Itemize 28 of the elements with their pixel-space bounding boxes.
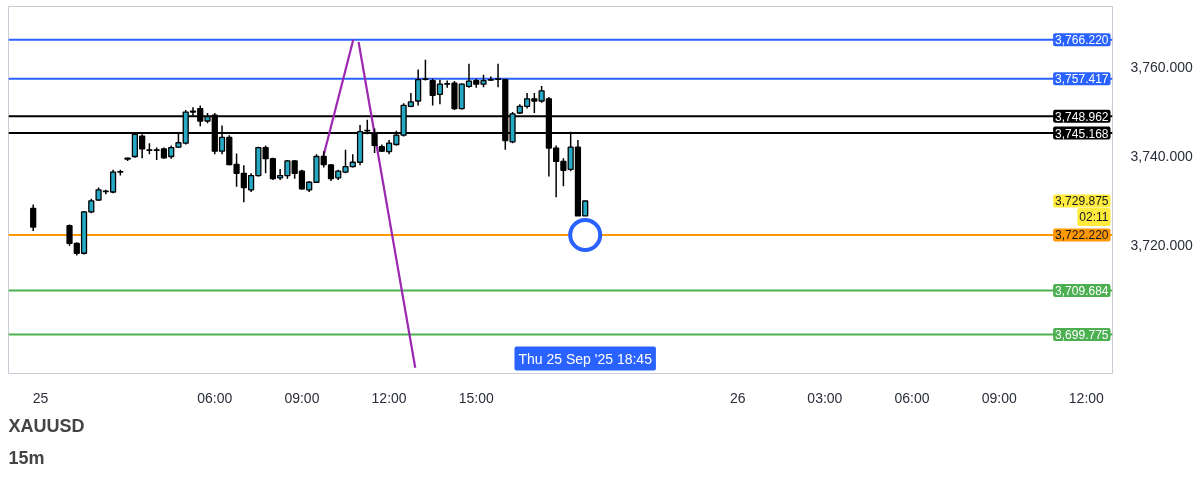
x-tick-label: 26 (729, 389, 746, 406)
x-tick-label: 09:00 (284, 389, 320, 406)
annotation: Thu 25 Sep '25 18:45 (518, 350, 653, 367)
x-tick-label: 06:00 (197, 389, 233, 406)
ref-line-label: 3,699.775 (1055, 328, 1109, 343)
x-tick-label: 09:00 (981, 389, 1017, 406)
candlestick (30, 203, 37, 232)
annotation: 3,729.875 (1055, 194, 1109, 209)
text: XAUUSD (8, 415, 85, 436)
x-tick-label: 12:00 (1068, 389, 1105, 406)
ref-line-label: 3,745.168 (1055, 126, 1109, 141)
x-tick-label: 25 (32, 389, 49, 406)
candlestick (422, 59, 429, 82)
x-tick-label: 15:00 (458, 389, 494, 406)
y-tick-label: 3,760.000 (1130, 59, 1193, 76)
ref-line-label: 3,722.220 (1055, 228, 1109, 243)
ref-line-label: 3,709.684 (1055, 284, 1109, 299)
y-tick-label: 3,740.000 (1130, 148, 1193, 165)
annotation: 02:11 (1079, 209, 1109, 224)
candlestick (415, 68, 422, 107)
ref-line-label: 3,766.220 (1055, 33, 1109, 48)
text: 15m (8, 447, 45, 468)
y-tick-label: 3,720.000 (1130, 236, 1193, 253)
x-tick-label: 06:00 (894, 389, 930, 406)
ref-line-label: 3,757.417 (1055, 72, 1109, 87)
x-tick-label: 03:00 (807, 389, 843, 406)
x-tick-label: 12:00 (371, 389, 407, 406)
ref-line-label: 3,748.962 (1055, 109, 1109, 124)
